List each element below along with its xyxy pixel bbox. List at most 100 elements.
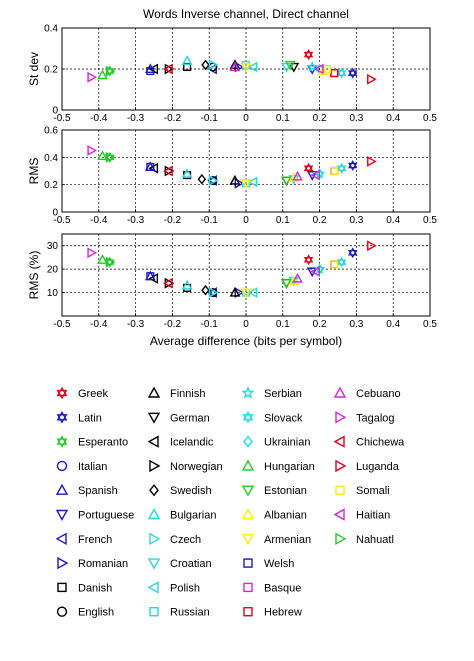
legend-label: Finnish — [170, 388, 205, 400]
point-welsh — [146, 162, 155, 171]
x-tick-label: 0.1 — [276, 215, 290, 226]
legend-marker-portuguese — [55, 509, 69, 521]
legend-item-norwegian: Norwegian — [149, 459, 223, 473]
legend-item-finnish: Finnish — [147, 386, 205, 400]
legend-item-haitian: Haitian — [333, 508, 390, 522]
panel-1: -0.5 -0.4 -0.3 -0.2 -0.1 0 0.1 0.2 0.3 0.4 0.5 0 0.2… — [27, 24, 437, 125]
x-tick-label: -0.5 — [53, 215, 71, 226]
legend-item-albanian: Albanian — [241, 508, 307, 522]
x-tick-label: 0 — [243, 319, 249, 330]
legend-marker-albanian — [241, 508, 255, 520]
legend-item-bulgarian: Bulgarian — [147, 508, 216, 522]
x-tick-label: -0.1 — [201, 215, 219, 226]
x-tick-label: -0.4 — [90, 215, 108, 226]
legend-item-swedish: Swedish — [149, 484, 212, 497]
legend-item-chichewa: Chichewa — [333, 435, 405, 449]
legend-item-somali: Somali — [335, 485, 390, 497]
point-chichewa — [163, 165, 173, 177]
x-tick-label: -0.2 — [164, 113, 182, 124]
legend-label: Haitian — [356, 510, 390, 522]
x-tick-label: 0.5 — [423, 113, 437, 124]
point-finnish — [229, 59, 241, 69]
legend-marker-armenian — [241, 534, 255, 546]
legend-item-hebrew: Hebrew — [243, 607, 302, 619]
point-nahuatl — [105, 151, 116, 163]
legend-marker-french — [55, 532, 67, 545]
legend-item-polish: Polish — [147, 581, 200, 594]
panels: -0.5 -0.4 -0.3 -0.2 -0.1 0 0.1 0.2 0.3 0.4 0.5 0 0.2… — [27, 24, 437, 331]
legend-label: Luganda — [356, 461, 400, 473]
legend-label: German — [170, 412, 210, 424]
y-axis-label: St dev — [27, 52, 41, 86]
point-czech — [208, 287, 219, 298]
x-tick-label: -0.4 — [90, 113, 108, 124]
point-portuguese — [306, 171, 318, 181]
legend-marker-hebrew — [243, 607, 253, 617]
point-albanian — [317, 65, 329, 76]
point-armenian — [240, 288, 252, 299]
legend-marker-bulgarian — [147, 508, 161, 520]
point-somali — [330, 260, 339, 269]
legend-marker-icelandic — [147, 435, 159, 448]
point-swedish — [201, 59, 210, 71]
point-slovack — [336, 162, 347, 174]
x-tick-label: 0.4 — [386, 215, 400, 226]
legend-item-estonian: Estonian — [241, 485, 307, 497]
legend-label: Russian — [170, 607, 210, 619]
point-nahuatl — [105, 65, 116, 77]
legend-label: Latin — [78, 412, 102, 424]
legend-item-welsh: Welsh — [243, 558, 294, 570]
legend-label: Tagalog — [356, 412, 395, 424]
legend-marker-spanish — [55, 483, 69, 495]
legend-marker-greek — [56, 386, 68, 400]
point-finnish — [229, 174, 241, 185]
point-slovack — [336, 67, 347, 79]
legend-label: Icelandic — [170, 437, 214, 449]
legend-label: Hebrew — [264, 607, 302, 619]
point-cebuano — [229, 61, 241, 72]
legend-item-luganda: Luganda — [335, 459, 400, 473]
legend-label: Somali — [356, 485, 390, 497]
point-welsh — [146, 272, 155, 281]
point-hebrew — [330, 69, 339, 78]
x-tick-label: 0.2 — [313, 215, 327, 226]
axes-frame — [61, 129, 431, 213]
y-tick-label: 0.2 — [44, 180, 58, 191]
legend-marker-latin — [56, 410, 68, 424]
axes-frame — [61, 233, 431, 317]
legend-label: Portuguese — [78, 510, 134, 522]
x-tick-label: -0.2 — [164, 215, 182, 226]
legend-item-danish: Danish — [57, 582, 112, 594]
legend-marker-cebuano — [333, 386, 347, 398]
legend-item-nahuatl: Nahuatl — [335, 532, 394, 546]
y-tick-label: 20 — [47, 265, 59, 276]
legend-item-czech: Czech — [149, 532, 201, 546]
point-serbian — [306, 60, 318, 72]
y-axis-label: RMS (%) — [27, 251, 41, 300]
point-nahuatl — [105, 256, 116, 268]
legend-item-spanish: Spanish — [55, 483, 118, 497]
x-tick-label: -0.2 — [164, 319, 182, 330]
legend-marker-german — [147, 412, 161, 424]
legend-item-basque: Basque — [243, 582, 301, 594]
legend-label: Estonian — [264, 485, 307, 497]
legend-label: Norwegian — [170, 461, 223, 473]
point-somali — [330, 166, 339, 176]
legend-marker-estonian — [241, 485, 255, 497]
x-tick-label: 0.3 — [349, 215, 363, 226]
point-czech — [208, 59, 219, 71]
legend-label: Italian — [78, 461, 107, 473]
legend-marker-luganda — [335, 459, 347, 473]
point-greek — [303, 162, 314, 174]
legend-label: Greek — [78, 388, 108, 400]
point-cebuano — [292, 170, 303, 181]
legend-item-french: French — [55, 532, 112, 546]
point-luganda — [367, 240, 377, 252]
legend-label: Romanian — [78, 558, 128, 570]
point-finnish — [229, 286, 241, 297]
legend-item-armenian: Armenian — [241, 534, 311, 546]
data-points — [87, 240, 377, 299]
legend-label: Chichewa — [356, 437, 405, 449]
legend-marker-serbian — [241, 386, 255, 399]
